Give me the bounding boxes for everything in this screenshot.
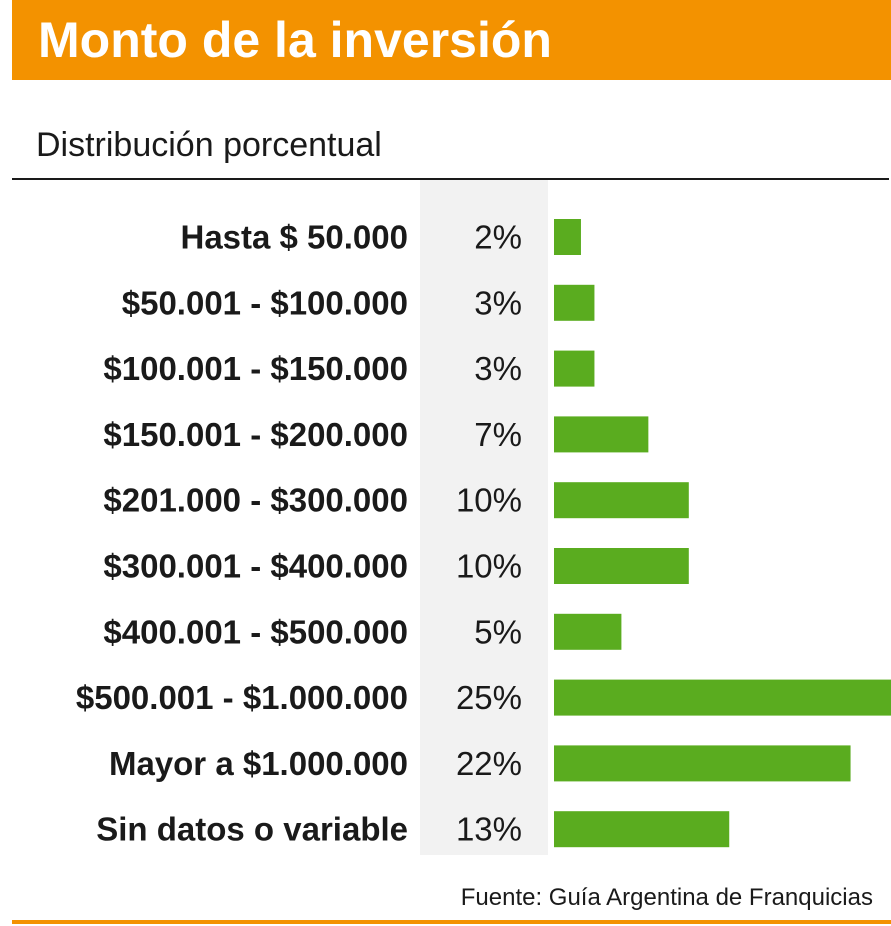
bar: [554, 284, 595, 321]
value-label: 3%: [474, 350, 522, 387]
category-label: $100.001 - $150.000: [103, 350, 408, 387]
top-rule: [12, 178, 889, 180]
bottom-rule: [12, 920, 891, 924]
value-label: 3%: [474, 284, 522, 321]
category-label: $150.001 - $200.000: [103, 416, 408, 453]
value-label: 13%: [456, 811, 522, 848]
value-label: 25%: [456, 679, 522, 716]
percent-column-background: [420, 180, 548, 855]
bar: [554, 350, 595, 387]
bar: [554, 482, 689, 519]
value-label: 5%: [474, 613, 522, 650]
chart-subtitle: Distribución porcentual: [36, 126, 382, 164]
value-label: 2%: [474, 219, 522, 256]
category-label: Sin datos o variable: [96, 811, 408, 848]
category-label: Hasta $ 50.000: [180, 219, 408, 256]
category-label: $50.001 - $100.000: [122, 284, 408, 321]
bar: [554, 613, 622, 650]
category-label: Mayor a $1.000.000: [109, 745, 408, 782]
source-note: Fuente: Guía Argentina de Franquicias: [460, 884, 873, 911]
category-label: $500.001 - $1.000.000: [76, 679, 408, 716]
value-label: 22%: [456, 745, 522, 782]
bar: [554, 745, 851, 782]
category-label: $400.001 - $500.000: [103, 613, 408, 650]
title-bar: Monto de la inversión: [12, 0, 891, 80]
bar: [554, 679, 891, 716]
value-label: 7%: [474, 416, 522, 453]
bar: [554, 811, 730, 848]
bar: [554, 416, 649, 453]
bar: [554, 548, 689, 584]
value-label: 10%: [456, 482, 522, 519]
value-label: 10%: [456, 548, 522, 585]
chart-title: Monto de la inversión: [38, 12, 552, 68]
bar: [554, 219, 581, 255]
category-label: $300.001 - $400.000: [103, 548, 408, 585]
category-label: $201.000 - $300.000: [103, 482, 408, 519]
